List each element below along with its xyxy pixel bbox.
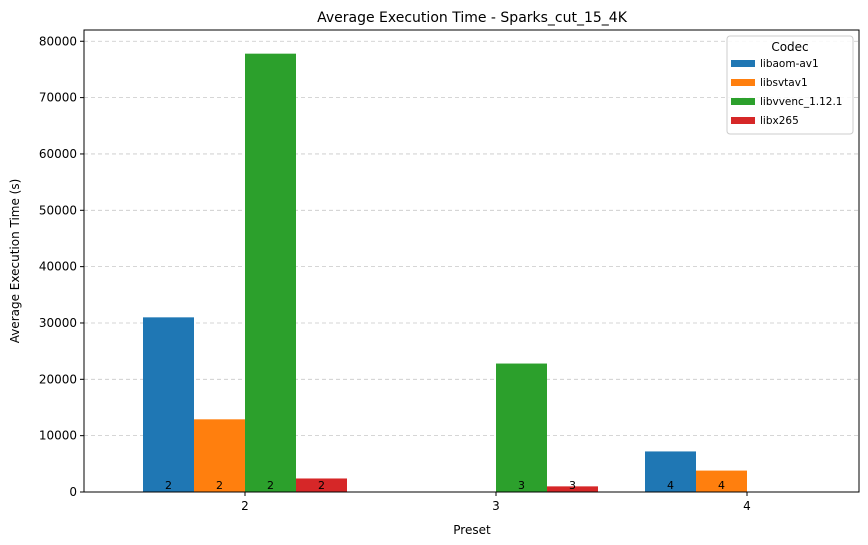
x-axis: 2 3 4	[241, 492, 751, 513]
x-axis-label: Preset	[453, 523, 491, 537]
x-tick-label: 3	[492, 499, 500, 513]
x-tick-label: 4	[743, 499, 751, 513]
bar-data-label: 3	[518, 479, 525, 492]
legend-title: Codec	[771, 40, 808, 54]
bar-data-label: 4	[667, 479, 674, 492]
bar-data-label: 4	[718, 479, 725, 492]
bar	[496, 363, 547, 492]
bar-data-label: 2	[267, 479, 274, 492]
legend-label: libaom-av1	[760, 58, 819, 70]
bar	[143, 317, 194, 492]
y-tick-label: 50000	[39, 203, 77, 217]
x-tick-label: 2	[241, 499, 249, 513]
chart-title: Average Execution Time - Sparks_cut_15_4…	[317, 10, 628, 26]
bar-data-label: 2	[318, 479, 325, 492]
y-tick-label: 0	[69, 485, 77, 499]
bar	[245, 53, 296, 492]
legend: Codec libaom-av1 libsvtav1 libvvenc_1.12.1…	[726, 35, 854, 135]
bar-data-label: 3	[569, 479, 576, 492]
legend-label: libvvenc_1.12.1	[760, 96, 842, 108]
y-tick-label: 30000	[39, 316, 77, 330]
bar-data-label: 2	[165, 479, 172, 492]
legend-entries: libaom-av1 libsvtav1 libvvenc_1.12.1 libx26…	[731, 58, 842, 127]
legend-swatch	[731, 60, 755, 67]
bar-labels: 2 4 2 4 2 3 2 3	[165, 479, 725, 492]
bar	[696, 470, 747, 492]
legend-label: libx265	[760, 115, 799, 127]
y-tick-label: 10000	[39, 429, 77, 443]
legend-box	[726, 35, 854, 135]
y-tick-label: 80000	[39, 34, 77, 48]
bar	[645, 451, 696, 492]
legend-swatch	[731, 98, 755, 105]
bar	[296, 478, 347, 492]
y-tick-label: 60000	[39, 147, 77, 161]
legend-label: libsvtav1	[760, 77, 808, 89]
y-axis: 0 10000 20000 30000 40000 50000 60000 70000 8000…	[39, 34, 84, 499]
bars	[143, 53, 747, 492]
bar	[547, 486, 598, 492]
legend-swatch	[731, 117, 755, 124]
y-tick-label: 20000	[39, 372, 77, 386]
y-axis-label: Average Execution Time (s)	[8, 179, 22, 344]
legend-swatch	[731, 79, 755, 86]
y-tick-label: 40000	[39, 260, 77, 274]
bar	[194, 419, 245, 492]
plot-area-frame	[83, 29, 860, 493]
y-tick-label: 70000	[39, 91, 77, 105]
bar-data-label: 2	[216, 479, 223, 492]
